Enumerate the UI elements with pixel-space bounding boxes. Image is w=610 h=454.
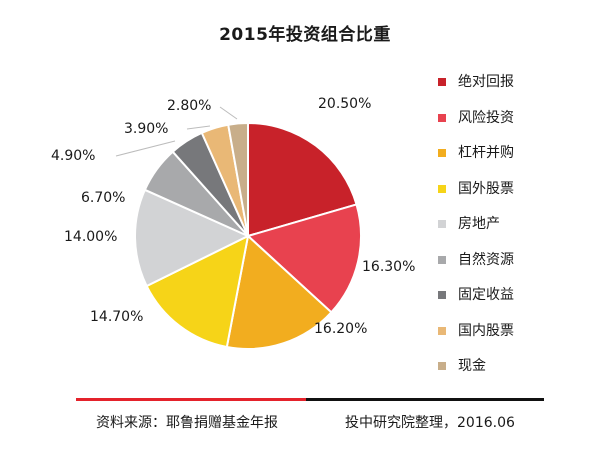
legend-swatch	[438, 184, 446, 193]
slice-value-label-2: 16.30%	[362, 259, 415, 275]
leader-line-9	[219, 106, 238, 120]
slice-value-label-8: 3.90%	[124, 121, 168, 137]
legend-label: 风险投资	[458, 109, 514, 126]
chart-title: 2015年投资组合比重	[219, 25, 391, 45]
slice-value-label-6: 6.70%	[81, 190, 125, 206]
legend-label: 自然资源	[458, 251, 514, 268]
pie-slice-5	[134, 188, 251, 288]
legend-label: 房地产	[458, 216, 500, 232]
legend-swatch	[438, 362, 446, 370]
pie-slice-4	[145, 234, 250, 349]
slice-value-label-5: 14.00%	[64, 229, 117, 245]
slice-value-label-4: 14.70%	[90, 309, 143, 325]
slice-value-label-9: 2.80%	[167, 98, 211, 114]
legend-label: 国外股票	[458, 180, 514, 197]
slice-value-label-3: 16.20%	[314, 321, 367, 337]
legend-swatch	[438, 291, 446, 299]
footer-source: 资料来源：耶鲁捐赠基金年报	[96, 415, 278, 431]
legend-swatch	[438, 255, 446, 264]
footer-divider-black	[306, 398, 544, 401]
leader-line-7	[115, 140, 176, 157]
slice-value-label-1: 20.50%	[318, 96, 371, 112]
footer-credit: 投中研究院整理，2016.06	[345, 415, 515, 431]
pie-slice-2	[246, 203, 362, 314]
legend-label: 绝对回报	[458, 74, 514, 90]
legend-swatch	[438, 113, 446, 122]
footer-divider-red	[76, 398, 306, 401]
legend-swatch	[438, 326, 446, 335]
pie-slice-9	[227, 121, 249, 237]
leader-line-8	[186, 125, 211, 130]
pie-slice-1	[247, 121, 358, 238]
pie-slice-3	[225, 234, 333, 350]
legend-label: 国内股票	[458, 322, 514, 339]
legend-label: 现金	[458, 358, 486, 374]
legend-swatch	[438, 78, 446, 86]
legend-label: 固定收益	[458, 287, 514, 303]
legend-swatch	[438, 220, 446, 228]
legend-swatch	[438, 149, 446, 157]
slice-value-label-7: 4.90%	[51, 148, 95, 164]
legend-label: 杠杆并购	[458, 145, 514, 161]
